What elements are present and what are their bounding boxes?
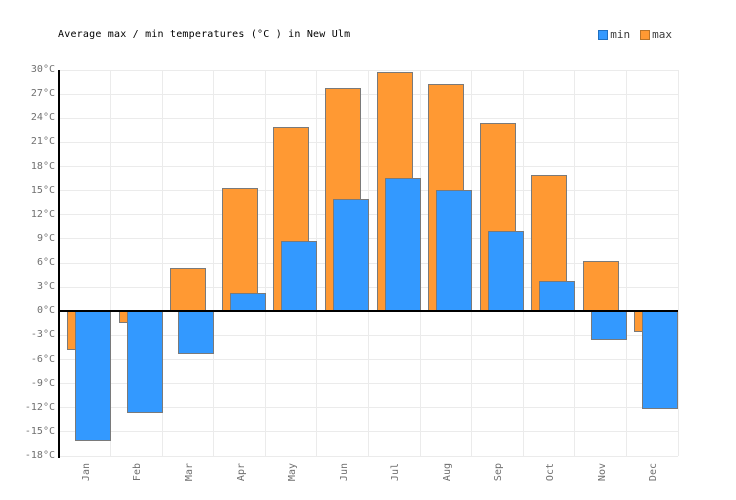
v-gridline [264, 70, 266, 456]
zero-line [59, 310, 678, 313]
chart-title: Average max / min temperatures (°C ) in … [58, 29, 351, 40]
bar-min-apr [229, 292, 266, 312]
x-tick-label: Apr [235, 463, 247, 482]
y-tick-label: 9°C [36, 232, 55, 244]
y-tick-label: 0°C [36, 305, 55, 317]
plot-area [59, 69, 679, 457]
y-tick-label: 18°C [30, 160, 55, 172]
bar-min-nov [590, 311, 627, 341]
y-tick-label: -15°C [24, 425, 55, 437]
v-gridline [213, 70, 215, 456]
bar-min-dec [642, 311, 679, 409]
legend-item-max: max [640, 28, 672, 41]
bar-min-oct [539, 280, 576, 312]
bar-min-mar [178, 311, 215, 354]
bar-min-may [281, 241, 318, 312]
x-tick-label: Dec [648, 463, 660, 482]
x-tick-label: Sep [493, 463, 505, 482]
bar-min-aug [436, 189, 473, 312]
x-tick-label: Jul [390, 463, 402, 482]
legend-label-max: max [652, 28, 672, 41]
v-gridline [110, 70, 112, 456]
x-tick-label: Nov [596, 463, 608, 482]
y-tick-label: 27°C [30, 88, 55, 100]
legend: min max [598, 28, 672, 41]
y-tick-label: 21°C [30, 136, 55, 148]
bar-min-jun [332, 198, 369, 312]
y-tick-label: -3°C [30, 329, 55, 341]
legend-item-min: min [598, 28, 630, 41]
legend-label-min: min [610, 28, 631, 41]
v-gridline [161, 70, 163, 456]
x-tick-label: Aug [441, 463, 453, 482]
x-tick-label: Mar [183, 463, 195, 482]
h-gridline [59, 455, 678, 457]
x-tick-label: May [287, 463, 299, 482]
y-tick-label: -18°C [24, 450, 55, 461]
min-series-swatch [598, 29, 609, 40]
y-tick-label: 30°C [30, 64, 55, 75]
bar-max-apr [221, 188, 258, 312]
y-tick-label: -9°C [30, 377, 55, 389]
bar-max-mar [170, 267, 207, 312]
y-tick-label: 15°C [30, 184, 55, 196]
bar-min-feb [126, 311, 163, 414]
y-axis-labels: 30°C 27°C 24°C 21°C 18°C 15°C 12°C 9°C 6°C 3°C 0°C… [0, 0, 55, 500]
y-tick-label: 6°C [36, 257, 55, 268]
v-gridline [677, 70, 679, 456]
bar-min-jul [384, 177, 421, 312]
v-gridline [574, 70, 576, 456]
y-tick-label: -6°C [30, 353, 55, 365]
y-tick-label: 3°C [36, 281, 55, 293]
x-tick-label: Oct [545, 463, 557, 482]
y-tick-label: -12°C [24, 401, 55, 413]
x-tick-label: Jun [338, 463, 350, 482]
x-tick-label: Feb [132, 463, 144, 482]
bar-min-jan [75, 311, 111, 441]
bar-max-nov [582, 261, 619, 312]
max-series-swatch [640, 29, 651, 40]
y-tick-label: 12°C [30, 208, 55, 220]
y-tick-label: 24°C [30, 112, 55, 124]
v-gridline [625, 70, 627, 456]
y-axis-line [58, 70, 60, 458]
x-tick-label: Jan [80, 463, 92, 482]
bar-min-sep [487, 230, 524, 312]
